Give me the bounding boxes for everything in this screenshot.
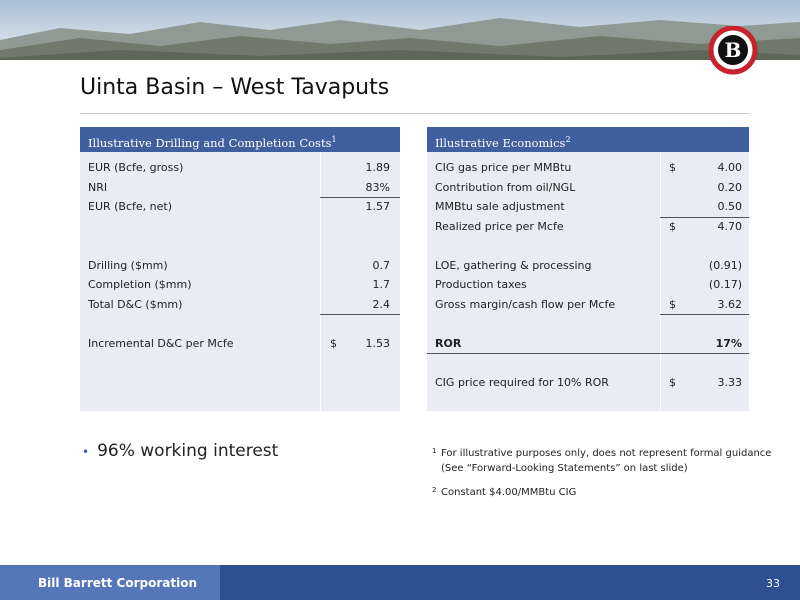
row-value: 1.57 bbox=[365, 200, 391, 213]
row-label: Contribution from oil/NGL bbox=[435, 180, 576, 194]
currency: $ bbox=[669, 161, 676, 174]
currency: $ bbox=[669, 297, 676, 311]
row-label: MMBtu sale adjustment bbox=[435, 200, 565, 213]
footnote-text: Constant $4.00/MMBtu CIG bbox=[441, 487, 577, 498]
row-value: 4.70 bbox=[717, 219, 743, 233]
rule bbox=[320, 314, 400, 315]
row-value: 2.4 bbox=[372, 297, 391, 311]
economics-table: Illustrative Economics2 CIG gas price pe… bbox=[427, 127, 749, 411]
row-label: CIG gas price per MMBtu bbox=[435, 161, 572, 174]
footnote-marker: 2 bbox=[432, 486, 437, 494]
table-header: Illustrative Drilling and Completion Cos… bbox=[80, 127, 400, 152]
footnote-text: (See “Forward-Looking Statements” on las… bbox=[441, 463, 688, 474]
row-value: 1.53 bbox=[365, 336, 391, 350]
rule bbox=[660, 314, 749, 315]
footnote-marker: 1 bbox=[432, 447, 437, 455]
row-label: EUR (Bcfe, net) bbox=[88, 200, 173, 213]
row-value: 3.33 bbox=[717, 375, 743, 389]
rule bbox=[320, 197, 400, 198]
row-label: NRI bbox=[88, 180, 108, 194]
table-header: Illustrative Economics2 bbox=[427, 127, 749, 152]
row-label: LOE, gathering & processing bbox=[435, 258, 592, 272]
row-value: 17% bbox=[715, 336, 742, 350]
row-label: Completion ($mm) bbox=[88, 278, 192, 291]
logo-text: B bbox=[725, 38, 742, 62]
title-rule bbox=[80, 113, 750, 114]
row-value: 4.00 bbox=[717, 161, 743, 174]
row-label: CIG price required for 10% ROR bbox=[435, 375, 609, 389]
row-label: Drilling ($mm) bbox=[88, 258, 168, 272]
row-value: (0.17) bbox=[708, 278, 742, 291]
row-value: (0.91) bbox=[708, 258, 742, 272]
currency: $ bbox=[669, 375, 676, 389]
row-label: Total D&C ($mm) bbox=[88, 297, 183, 311]
drilling-table: Illustrative Drilling and Completion Cos… bbox=[80, 127, 400, 411]
table-title: Illustrative Economics bbox=[435, 135, 566, 150]
row-value: 0.50 bbox=[717, 200, 743, 213]
column-separator bbox=[660, 152, 661, 411]
footnote-ref: 1 bbox=[331, 135, 337, 144]
rule bbox=[427, 353, 749, 354]
row-label: Production taxes bbox=[435, 278, 527, 291]
footer-right: 33 bbox=[220, 565, 800, 600]
bullet-text: 96% working interest bbox=[97, 441, 279, 461]
row-value: 0.20 bbox=[717, 180, 743, 194]
logo: B bbox=[708, 26, 758, 75]
row-value: 3.62 bbox=[717, 297, 743, 311]
currency: $ bbox=[330, 336, 337, 350]
row-label: ROR bbox=[435, 336, 462, 350]
table-title: Illustrative Drilling and Completion Cos… bbox=[88, 135, 332, 150]
rule bbox=[660, 217, 749, 218]
row-value: 1.7 bbox=[372, 278, 391, 291]
footnote-ref: 2 bbox=[565, 135, 571, 144]
footer-left: Bill Barrett Corporation bbox=[0, 565, 220, 600]
company-name: Bill Barrett Corporation bbox=[38, 576, 197, 590]
column-separator bbox=[320, 152, 321, 411]
currency: $ bbox=[669, 219, 676, 233]
row-value: 0.7 bbox=[372, 258, 391, 272]
footnote-text: For illustrative purposes only, does not… bbox=[441, 448, 772, 459]
row-label: Incremental D&C per Mcfe bbox=[88, 336, 234, 350]
row-value: 1.89 bbox=[365, 161, 391, 174]
row-value: 83% bbox=[365, 180, 390, 194]
row-label: Gross margin/cash flow per Mcfe bbox=[435, 297, 616, 311]
bullet: • 96% working interest bbox=[82, 441, 279, 461]
slide-title: Uinta Basin – West Tavaputs bbox=[80, 75, 390, 100]
row-label: EUR (Bcfe, gross) bbox=[88, 161, 184, 174]
row-label: Realized price per Mcfe bbox=[435, 219, 564, 233]
page-number: 33 bbox=[766, 577, 780, 590]
header-banner bbox=[0, 0, 800, 60]
